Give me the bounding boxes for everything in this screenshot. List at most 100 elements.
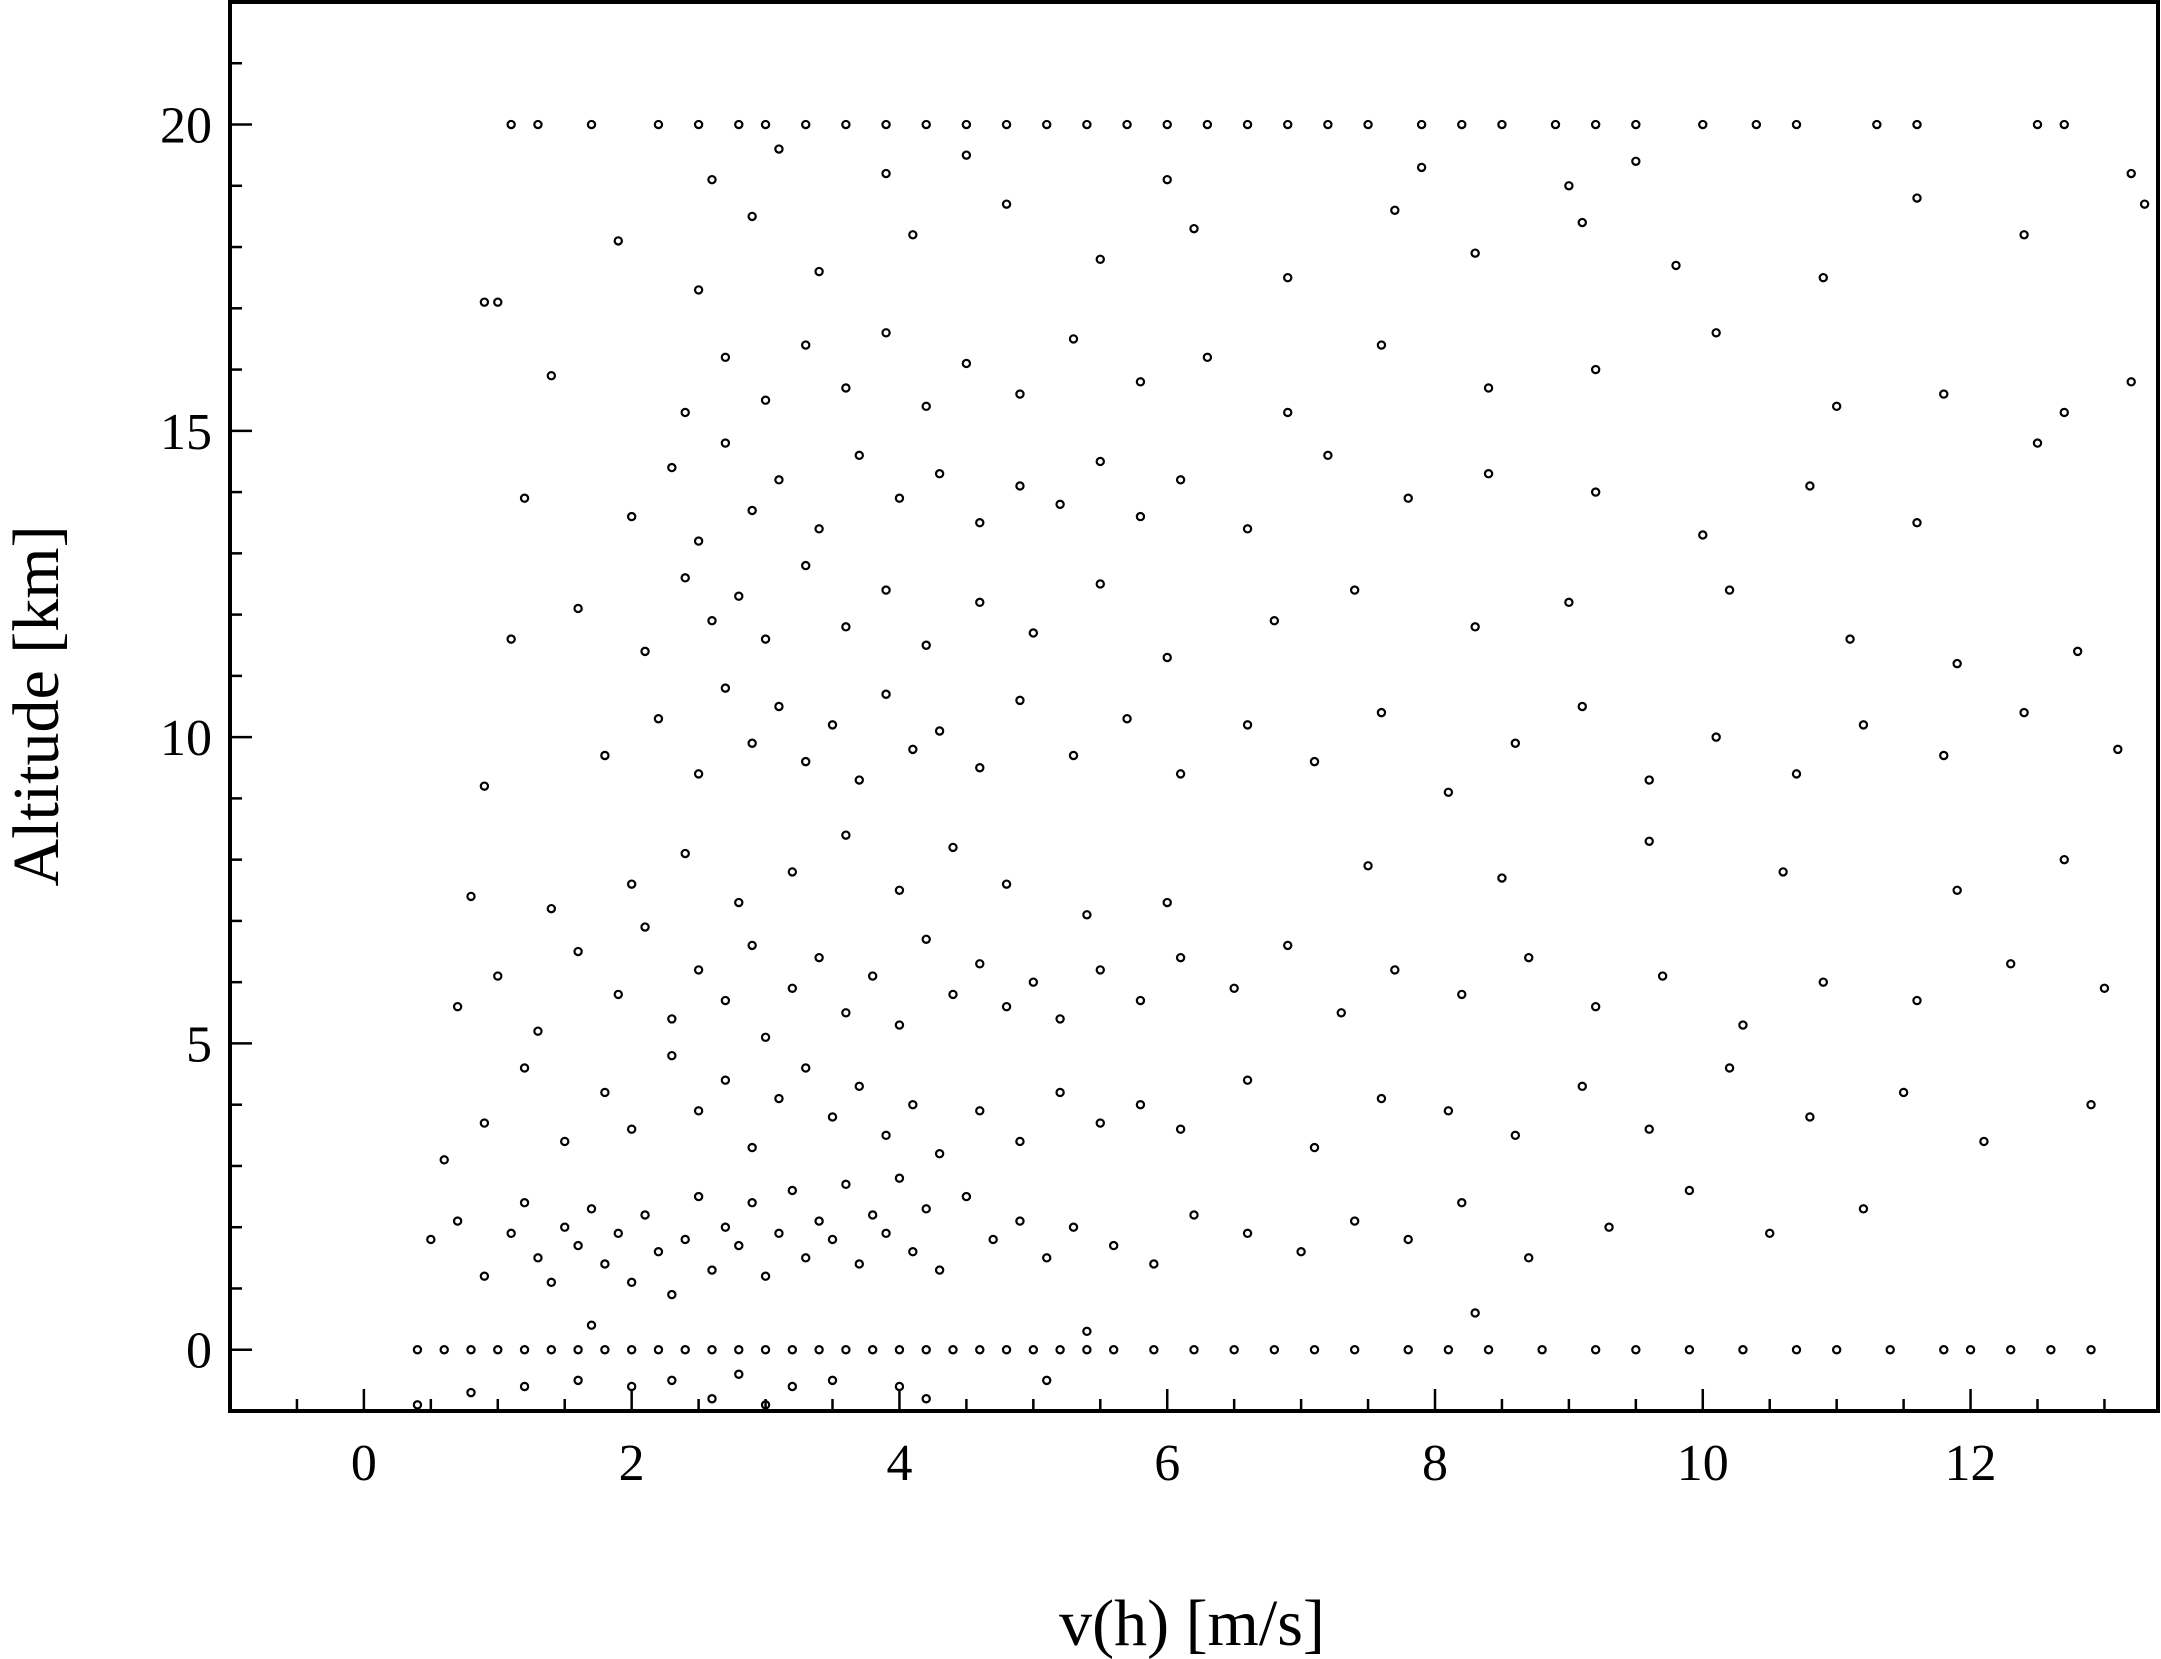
data-point xyxy=(1590,487,1601,497)
data-point xyxy=(600,750,610,761)
data-point xyxy=(693,769,704,779)
x-tick-label: 2 xyxy=(619,1435,645,1492)
data-point xyxy=(774,701,784,712)
data-point xyxy=(1135,377,1146,387)
data-point xyxy=(1403,1234,1413,1245)
data-point xyxy=(720,1075,731,1085)
data-point xyxy=(1242,720,1253,730)
data-point xyxy=(1122,714,1132,724)
data-point xyxy=(640,646,650,657)
data-point xyxy=(1283,407,1293,418)
data-point xyxy=(854,1259,864,1269)
data-points xyxy=(412,119,2150,1410)
data-point xyxy=(493,971,503,981)
data-point xyxy=(747,1198,757,1208)
data-point xyxy=(921,1204,931,1214)
data-point xyxy=(1698,530,1708,540)
data-point xyxy=(1524,952,1534,963)
x-tick-label: 12 xyxy=(1945,1435,1997,1492)
data-point xyxy=(867,971,878,981)
data-point xyxy=(801,560,811,571)
data-point xyxy=(801,119,811,130)
data-point xyxy=(707,1345,717,1355)
data-point xyxy=(1711,328,1721,338)
data-point xyxy=(1604,1222,1614,1232)
data-point xyxy=(1028,977,1039,987)
data-point xyxy=(613,989,623,1000)
data-point xyxy=(519,1063,530,1073)
data-point xyxy=(934,726,945,736)
data-point xyxy=(412,1400,423,1410)
data-point xyxy=(961,150,972,160)
data-point xyxy=(760,1345,771,1355)
data-point xyxy=(1483,469,1494,479)
data-point xyxy=(1323,119,1333,130)
data-point xyxy=(2072,646,2083,657)
data-point xyxy=(573,603,583,614)
data-point xyxy=(1965,1345,1976,1355)
data-point xyxy=(653,1345,664,1355)
data-point xyxy=(1577,1081,1587,1092)
data-point xyxy=(921,401,931,412)
data-point xyxy=(1015,389,1025,399)
data-point xyxy=(693,1106,704,1116)
data-point xyxy=(519,1345,530,1355)
data-point xyxy=(693,119,704,130)
data-point xyxy=(626,511,637,522)
data-point xyxy=(1470,248,1480,258)
x-tick-label: 6 xyxy=(1154,1435,1180,1492)
data-point xyxy=(854,775,864,785)
data-point xyxy=(1885,1345,1895,1355)
data-point xyxy=(854,450,864,461)
data-point xyxy=(1631,156,1641,166)
data-point xyxy=(801,756,811,767)
data-point xyxy=(1095,579,1105,589)
data-point xyxy=(948,989,958,1000)
data-point xyxy=(867,1210,878,1220)
data-point xyxy=(519,493,530,503)
data-point xyxy=(1898,1087,1909,1098)
data-point xyxy=(493,1345,503,1355)
data-point xyxy=(2126,168,2136,179)
data-point xyxy=(908,744,918,755)
data-point xyxy=(908,230,918,240)
data-point xyxy=(787,1381,798,1392)
data-point xyxy=(2059,407,2069,418)
data-point xyxy=(747,1142,757,1153)
data-point xyxy=(921,1394,931,1404)
data-point xyxy=(1189,223,1199,234)
data-point xyxy=(519,1381,530,1392)
data-point xyxy=(452,1001,463,1012)
data-point xyxy=(734,591,744,601)
data-point xyxy=(546,370,557,381)
data-point xyxy=(1122,119,1132,130)
data-point xyxy=(1336,1008,1346,1018)
data-point xyxy=(1872,119,1882,130)
data-point xyxy=(760,1271,771,1281)
data-point xyxy=(961,358,972,369)
data-point xyxy=(760,1400,771,1410)
data-point xyxy=(1082,1326,1092,1337)
data-point xyxy=(600,1259,610,1269)
data-point xyxy=(2086,1345,2096,1355)
data-point xyxy=(1189,1345,1199,1355)
y-tick-label: 0 xyxy=(186,1323,212,1380)
data-point xyxy=(934,469,945,479)
data-point xyxy=(1457,119,1467,130)
data-point xyxy=(1416,119,1427,130)
data-point xyxy=(506,119,516,130)
data-point xyxy=(586,1204,597,1214)
data-point xyxy=(1912,193,1922,203)
data-point xyxy=(934,1149,945,1159)
data-point xyxy=(1443,1345,1454,1355)
data-point xyxy=(412,1345,423,1355)
data-point xyxy=(881,168,891,179)
data-point xyxy=(1095,456,1105,467)
data-point xyxy=(801,1063,811,1073)
data-point xyxy=(1805,1112,1815,1122)
data-point xyxy=(774,1228,784,1239)
data-point xyxy=(1791,769,1802,779)
data-point xyxy=(881,1130,891,1141)
data-point xyxy=(841,622,851,632)
data-point xyxy=(493,297,503,307)
